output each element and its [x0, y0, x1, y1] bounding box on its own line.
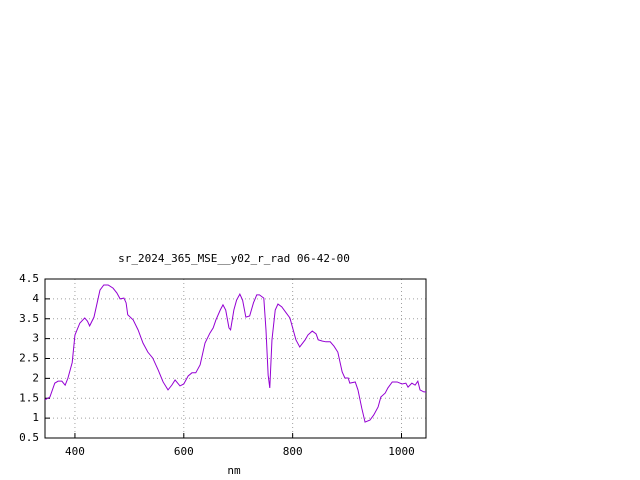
y-tick-label: 4: [32, 292, 39, 305]
y-tick-label: 3: [32, 332, 39, 345]
y-tick-label: 4.5: [19, 272, 39, 285]
y-tick-label: 1.5: [19, 391, 39, 404]
x-tick-label: 1000: [388, 445, 415, 458]
y-tick-label: 2: [32, 371, 39, 384]
x-tick-label: 800: [283, 445, 303, 458]
x-axis-label: nm: [227, 464, 241, 477]
chart-title: sr_2024_365_MSE__y02_r_rad 06-42-00: [118, 252, 350, 265]
x-tick-label: 600: [174, 445, 194, 458]
data-line: [44, 284, 426, 423]
y-tick-label: 3.5: [19, 312, 39, 325]
y-tick-label: 2.5: [19, 352, 39, 365]
x-tick-label: 400: [65, 445, 85, 458]
y-tick-label: 1: [32, 411, 39, 424]
y-tick-label: 0.5: [19, 431, 39, 444]
plot-frame: [44, 278, 427, 439]
